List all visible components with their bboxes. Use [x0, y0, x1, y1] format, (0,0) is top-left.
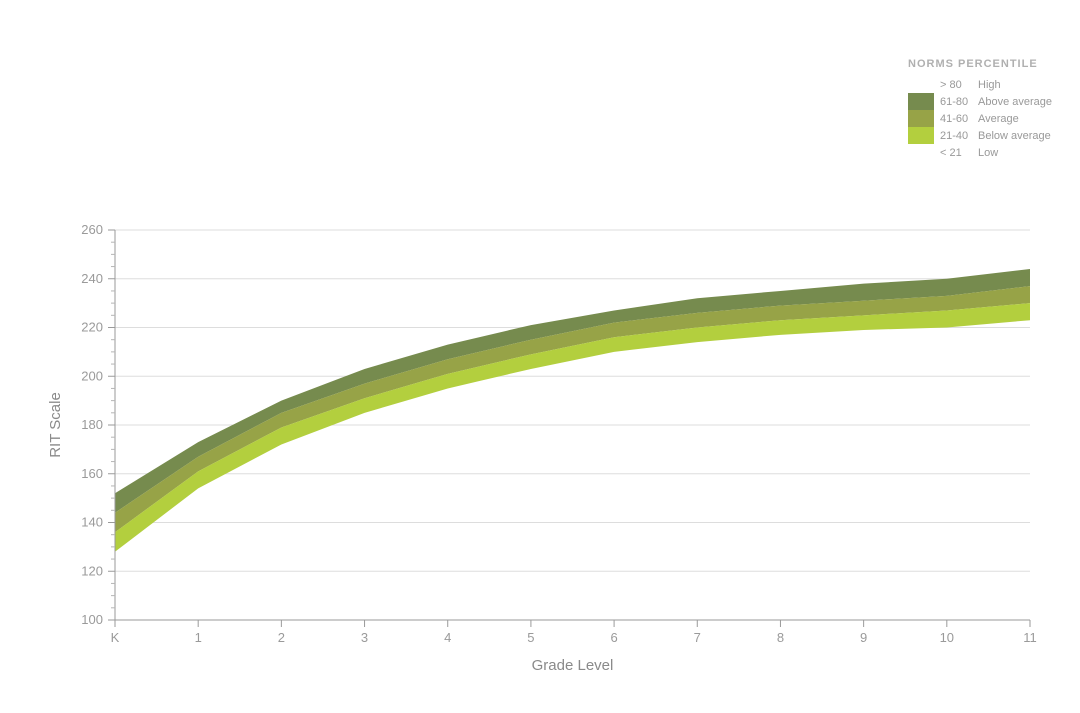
x-axis-title: Grade Level — [532, 657, 614, 674]
legend-label: Below average — [978, 130, 1051, 142]
y-tick-label: 160 — [81, 466, 103, 481]
x-tick-label: 3 — [361, 630, 368, 645]
x-tick-label: 10 — [940, 630, 954, 645]
x-tick-label: 4 — [444, 630, 451, 645]
legend-range: 21-40 — [940, 130, 978, 142]
x-tick-label: 1 — [195, 630, 202, 645]
legend-row: 61-80Above average — [908, 93, 1052, 110]
y-tick-label: 100 — [81, 612, 103, 627]
legend-swatch — [908, 144, 934, 161]
legend-swatch — [908, 110, 934, 127]
rit-norms-chart: 100 120 140 160 180 200 220 240 260 K 1 2 3 4 5 6 7 8 9 10 1… — [0, 0, 1080, 713]
legend-range: < 21 — [940, 147, 978, 159]
legend-row: > 80High — [908, 76, 1052, 93]
x-tick-label: 6 — [610, 630, 617, 645]
legend-label: Low — [978, 147, 998, 159]
legend-range: 41-60 — [940, 113, 978, 125]
legend-swatch — [908, 76, 934, 93]
y-tick-label: 220 — [81, 320, 103, 335]
y-axis-title: RIT Scale — [47, 392, 64, 458]
legend-label: Above average — [978, 96, 1052, 108]
y-tick-label: 180 — [81, 417, 103, 432]
y-tick-label: 240 — [81, 271, 103, 286]
legend-label: High — [978, 79, 1001, 91]
legend-range: 61-80 — [940, 96, 978, 108]
y-tick-label: 140 — [81, 515, 103, 530]
legend-row: 41-60Average — [908, 110, 1052, 127]
x-tick-label: 2 — [278, 630, 285, 645]
legend-swatch — [908, 127, 934, 144]
legend-label: Average — [978, 113, 1019, 125]
x-tick-label: 7 — [694, 630, 701, 645]
legend-swatch — [908, 93, 934, 110]
x-tick-label: 11 — [1023, 630, 1037, 645]
y-tick-label: 260 — [81, 222, 103, 237]
legend-title: NORMS PERCENTILE — [908, 58, 1052, 70]
legend-items: > 80High61-80Above average41-60Average21… — [908, 76, 1052, 161]
x-tick-label: K — [111, 630, 120, 645]
legend: NORMS PERCENTILE > 80High61-80Above aver… — [908, 58, 1052, 161]
legend-range: > 80 — [940, 79, 978, 91]
y-tick-label: 200 — [81, 368, 103, 383]
x-tick-label: 5 — [527, 630, 534, 645]
legend-row: 21-40Below average — [908, 127, 1052, 144]
x-tick-label: 8 — [777, 630, 784, 645]
x-tick-label: 9 — [860, 630, 867, 645]
y-tick-label: 120 — [81, 563, 103, 578]
legend-row: < 21Low — [908, 144, 1052, 161]
